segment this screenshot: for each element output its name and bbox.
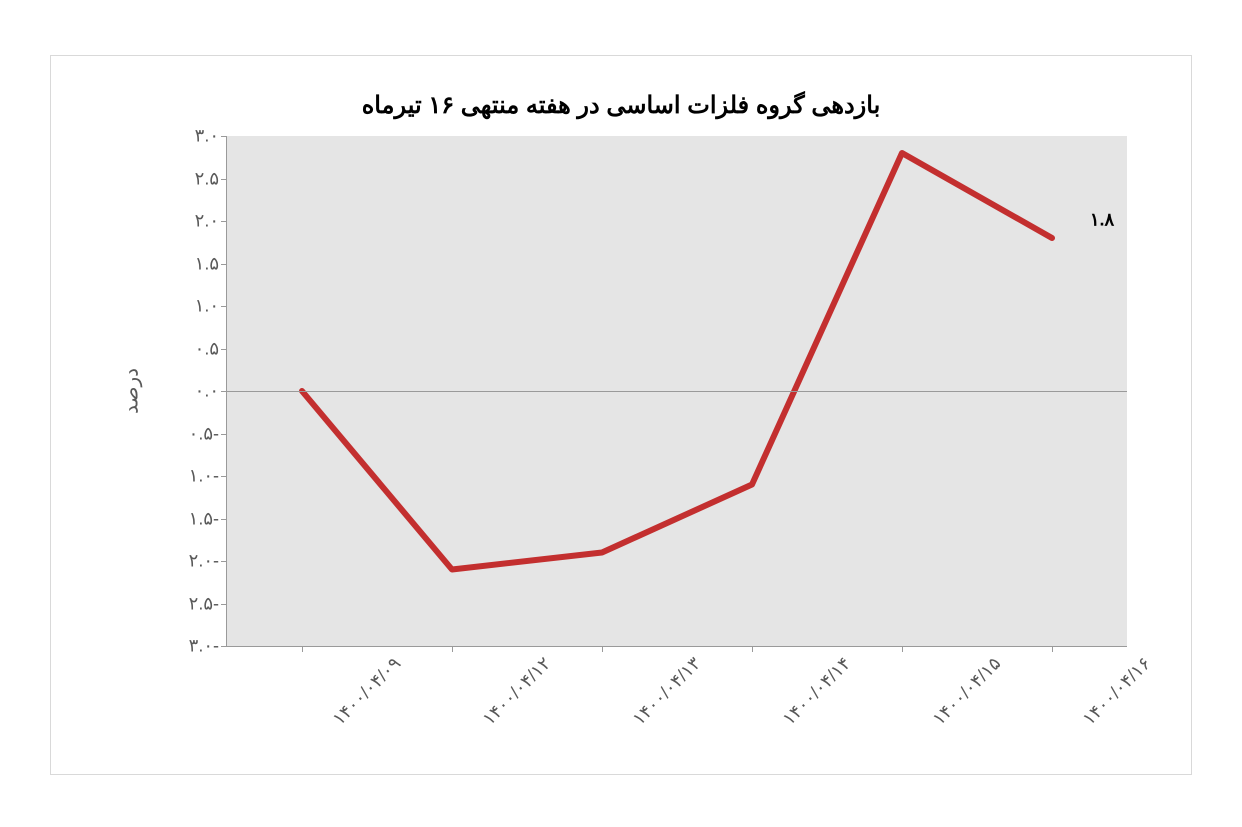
ytick-label: ۲.۵ (195, 168, 227, 189)
xtick-mark (452, 646, 453, 652)
xtick-label: ۱۴۰۰/۰۴/۱۳ (622, 646, 706, 730)
ytick-label: -۱.۵ (189, 508, 227, 529)
ytick-label: -۱.۰ (189, 466, 227, 487)
xtick-label: ۱۴۰۰/۰۴/۱۲ (472, 646, 556, 730)
ytick-label: ۱.۵ (195, 253, 227, 274)
ytick-label: ۱.۰ (195, 296, 227, 317)
last-point-label: ۱.۸ (1090, 210, 1114, 231)
xtick-mark (752, 646, 753, 652)
series-line (302, 153, 1052, 570)
zero-gridline (227, 391, 1127, 392)
plot-area: ۳.۰۲.۵۲.۰۱.۵۱.۰۰.۵۰.۰-۰.۵-۱.۰-۱.۵-۲.۰-۲.… (226, 136, 1127, 647)
chart-card: بازدهی گروه فلزات اساسی در هفته منتهی ۱۶… (50, 55, 1192, 775)
ytick-label: ۰.۰ (195, 381, 227, 402)
page: بازدهی گروه فلزات اساسی در هفته منتهی ۱۶… (0, 0, 1242, 827)
ytick-label: ۰.۵ (195, 338, 227, 359)
xtick-label: ۱۴۰۰/۰۴/۰۹ (322, 646, 406, 730)
ytick-label: ۲.۰ (195, 211, 227, 232)
y-axis-label: درصد (119, 368, 144, 414)
xtick-mark (602, 646, 603, 652)
ytick-label: -۲.۵ (189, 593, 227, 614)
xtick-mark (302, 646, 303, 652)
ytick-label: -۲.۰ (189, 551, 227, 572)
chart-title: بازدهی گروه فلزات اساسی در هفته منتهی ۱۶… (51, 91, 1191, 120)
xtick-label: ۱۴۰۰/۰۴/۱۴ (772, 646, 856, 730)
ytick-label: -۰.۵ (189, 423, 227, 444)
xtick-mark (902, 646, 903, 652)
ytick-label: ۳.۰ (195, 126, 227, 147)
ytick-label: -۳.۰ (189, 636, 227, 657)
xtick-label: ۱۴۰۰/۰۴/۱۵ (922, 646, 1006, 730)
xtick-mark (1052, 646, 1053, 652)
xtick-label: ۱۴۰۰/۰۴/۱۶ (1072, 646, 1156, 730)
